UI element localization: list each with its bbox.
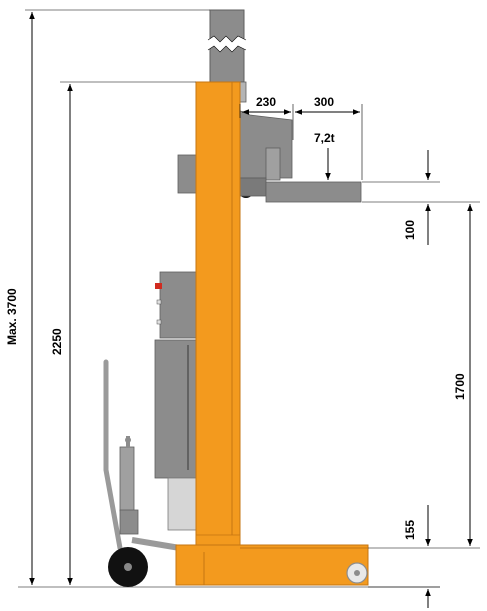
dimension-max-height: Max. 3700 bbox=[5, 9, 210, 585]
dimension-max-height-label: Max. 3700 bbox=[5, 288, 19, 345]
dimension-bottom-clearance: 155 bbox=[368, 505, 440, 608]
fork bbox=[265, 181, 362, 203]
mast-frame bbox=[175, 81, 369, 586]
dimension-lift-range-label: 1700 bbox=[453, 373, 467, 400]
drive-wheel bbox=[108, 547, 148, 587]
dimension-fork-length-label: 300 bbox=[314, 95, 334, 109]
fork-carriage bbox=[177, 109, 293, 198]
dimension-fork-thickness: 100 bbox=[362, 150, 480, 245]
capacity-label: 7,2t bbox=[314, 131, 335, 145]
load-wheel bbox=[346, 562, 368, 584]
dimension-lift-height: 2250 bbox=[50, 81, 196, 585]
dimension-bottom-clearance-label: 155 bbox=[403, 520, 417, 540]
dimension-fork-thickness-label: 100 bbox=[403, 220, 417, 240]
mast-extension bbox=[207, 9, 247, 103]
tiller-handle bbox=[103, 359, 181, 551]
dimension-lift-height-label: 2250 bbox=[50, 328, 64, 355]
dimension-fork-horizontal: 230 300 bbox=[239, 95, 363, 180]
dimension-fork-offset-label: 230 bbox=[256, 95, 276, 109]
control-box bbox=[154, 271, 198, 531]
dimension-lift-range: 1700 bbox=[368, 204, 480, 549]
capacity-indicator: 7,2t bbox=[314, 131, 335, 180]
